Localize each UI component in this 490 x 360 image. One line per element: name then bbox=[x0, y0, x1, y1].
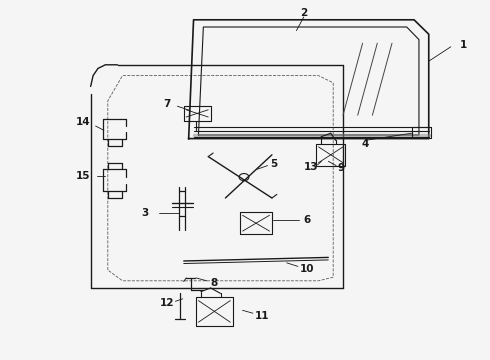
Text: 2: 2 bbox=[300, 8, 307, 18]
Text: 6: 6 bbox=[304, 215, 311, 225]
Text: 5: 5 bbox=[270, 159, 277, 169]
Text: 7: 7 bbox=[163, 99, 171, 109]
Text: 8: 8 bbox=[210, 278, 217, 288]
Text: 14: 14 bbox=[76, 117, 91, 127]
Text: 15: 15 bbox=[76, 171, 91, 181]
Text: 11: 11 bbox=[254, 311, 269, 321]
Text: 13: 13 bbox=[304, 162, 318, 172]
Text: 12: 12 bbox=[159, 298, 174, 308]
Text: 9: 9 bbox=[338, 163, 345, 173]
Text: 4: 4 bbox=[361, 139, 369, 149]
Text: 1: 1 bbox=[460, 40, 466, 50]
Text: 3: 3 bbox=[141, 208, 148, 218]
Text: 10: 10 bbox=[299, 264, 314, 274]
